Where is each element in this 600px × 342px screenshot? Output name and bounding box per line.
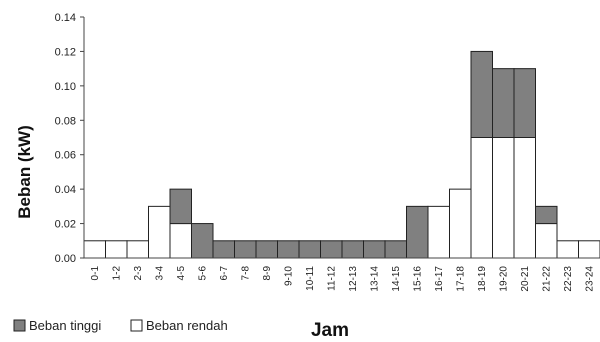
x-tick-label: 9-10 <box>283 266 294 286</box>
x-tick-label: 19-20 <box>498 266 509 292</box>
y-axis-label: Beban (kW) <box>15 125 34 219</box>
bar-beban-tinggi <box>470 50 493 138</box>
x-tick-label: 8-9 <box>262 266 273 281</box>
x-tick-label: 18-19 <box>477 266 488 292</box>
y-tick-label: 0.08 <box>55 115 76 127</box>
x-tick-label: 20-21 <box>520 266 531 292</box>
x-tick-label: 6-7 <box>219 266 230 281</box>
legend-swatch <box>13 319 26 332</box>
legend-label: Beban tinggi <box>29 318 101 333</box>
y-tick-label: 0.02 <box>55 219 76 231</box>
legend: Beban tinggi Beban rendah <box>13 318 228 333</box>
bar-beban-rendah <box>83 240 106 259</box>
x-tick-label: 12-13 <box>348 266 359 292</box>
y-tick-label: 0.00 <box>55 253 76 265</box>
bar-beban-tinggi <box>191 223 214 259</box>
bar-beban-rendah <box>513 137 536 259</box>
y-tick-label: 0.04 <box>55 184 76 196</box>
bar-beban-rendah <box>126 240 149 259</box>
bar-beban-tinggi <box>492 68 515 138</box>
x-tick-label: 22-23 <box>563 266 574 292</box>
bar-beban-tinggi <box>234 240 257 259</box>
bar-beban-rendah <box>169 223 192 259</box>
x-axis-label: Jam <box>311 320 349 341</box>
bar-beban-rendah <box>556 240 579 259</box>
legend-swatch <box>130 319 143 332</box>
y-axis-ticks: 0.00 0.02 0.04 0.06 0.08 0.10 0.12 0.14 <box>55 12 84 265</box>
x-tick-label: 1-2 <box>111 266 122 281</box>
bar-beban-tinggi <box>298 240 321 259</box>
x-tick-label: 5-6 <box>197 266 208 281</box>
bar-beban-rendah <box>535 223 558 259</box>
x-tick-label: 7-8 <box>240 266 251 281</box>
x-tick-label: 10-11 <box>305 266 316 291</box>
x-tick-label: 0-1 <box>90 266 101 281</box>
y-tick-label: 0.06 <box>55 150 76 162</box>
x-tick-label: 17-18 <box>455 266 466 292</box>
x-axis-ticks: 0-1 1-2 2-3 3-4 4-5 5-6 6-7 7-8 8-9 9-10 10-11 11-1… <box>90 266 596 292</box>
y-tick-label: 0.12 <box>55 46 76 58</box>
bar-beban-tinggi <box>255 240 278 259</box>
bar-beban-rendah <box>578 240 600 259</box>
x-tick-label: 11-12 <box>326 266 337 291</box>
bar-beban-rendah <box>492 137 515 259</box>
bar-beban-tinggi <box>384 240 407 259</box>
bar-beban-rendah <box>470 137 493 259</box>
bar-beban-rendah <box>105 240 128 259</box>
bar-beban-tinggi <box>212 240 235 259</box>
y-tick-label: 0.10 <box>55 81 76 93</box>
x-tick-label: 13-14 <box>369 266 380 292</box>
x-tick-label: 2-3 <box>133 266 144 281</box>
bar-beban-tinggi <box>277 240 300 259</box>
bars <box>83 50 600 259</box>
bar-beban-rendah <box>449 188 472 259</box>
x-tick-label: 15-16 <box>412 266 423 292</box>
x-tick-label: 21-22 <box>541 266 552 292</box>
bar-beban-rendah <box>148 205 171 259</box>
bar-beban-tinggi <box>513 68 536 138</box>
y-tick-label: 0.14 <box>55 12 76 24</box>
x-tick-label: 14-15 <box>391 266 402 292</box>
x-tick-label: 23-24 <box>584 266 595 292</box>
bar-beban-tinggi <box>341 240 364 259</box>
x-tick-label: 16-17 <box>434 266 445 292</box>
bar-beban-tinggi <box>406 205 429 259</box>
bar-beban-tinggi <box>363 240 386 259</box>
bar-beban-tinggi <box>320 240 343 259</box>
x-tick-label: 3-4 <box>154 266 165 281</box>
legend-label: Beban rendah <box>146 318 228 333</box>
bar-beban-tinggi <box>169 188 192 225</box>
bar-beban-rendah <box>427 205 450 259</box>
bar-beban-tinggi <box>535 205 558 225</box>
x-tick-label: 4-5 <box>176 266 187 281</box>
